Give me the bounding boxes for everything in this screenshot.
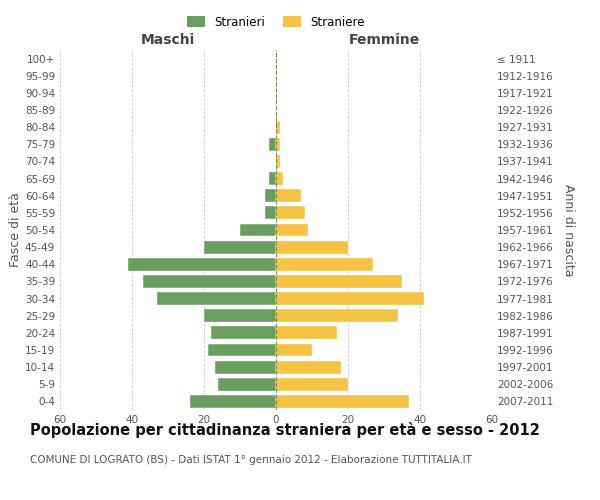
Bar	[276, 206, 305, 220]
Bar	[276, 292, 424, 305]
Bar	[215, 360, 276, 374]
Bar	[276, 240, 348, 254]
Y-axis label: Anni di nascita: Anni di nascita	[562, 184, 575, 276]
Text: COMUNE DI LOGRATO (BS) - Dati ISTAT 1° gennaio 2012 - Elaborazione TUTTITALIA.IT: COMUNE DI LOGRATO (BS) - Dati ISTAT 1° g…	[30, 455, 472, 465]
Legend: Stranieri, Straniere: Stranieri, Straniere	[182, 11, 370, 34]
Bar	[190, 395, 276, 408]
Bar	[265, 190, 276, 202]
Bar	[276, 344, 312, 356]
Bar	[265, 206, 276, 220]
Bar	[157, 292, 276, 305]
Bar	[276, 258, 373, 270]
Y-axis label: Fasce di età: Fasce di età	[9, 192, 22, 268]
Text: Maschi: Maschi	[141, 32, 195, 46]
Bar	[276, 360, 341, 374]
Bar	[208, 344, 276, 356]
Bar	[240, 224, 276, 236]
Bar	[143, 275, 276, 288]
Bar	[269, 138, 276, 150]
Bar	[276, 138, 280, 150]
Bar	[276, 172, 283, 185]
Bar	[276, 155, 280, 168]
Bar	[204, 310, 276, 322]
Bar	[276, 310, 398, 322]
Bar	[276, 275, 402, 288]
Bar	[276, 224, 308, 236]
Bar	[276, 120, 280, 134]
Text: Femmine: Femmine	[349, 32, 419, 46]
Bar	[218, 378, 276, 390]
Bar	[276, 190, 301, 202]
Bar	[276, 326, 337, 340]
Bar	[204, 240, 276, 254]
Bar	[269, 172, 276, 185]
Bar	[276, 378, 348, 390]
Text: Popolazione per cittadinanza straniera per età e sesso - 2012: Popolazione per cittadinanza straniera p…	[30, 422, 540, 438]
Bar	[128, 258, 276, 270]
Bar	[211, 326, 276, 340]
Bar	[276, 395, 409, 408]
